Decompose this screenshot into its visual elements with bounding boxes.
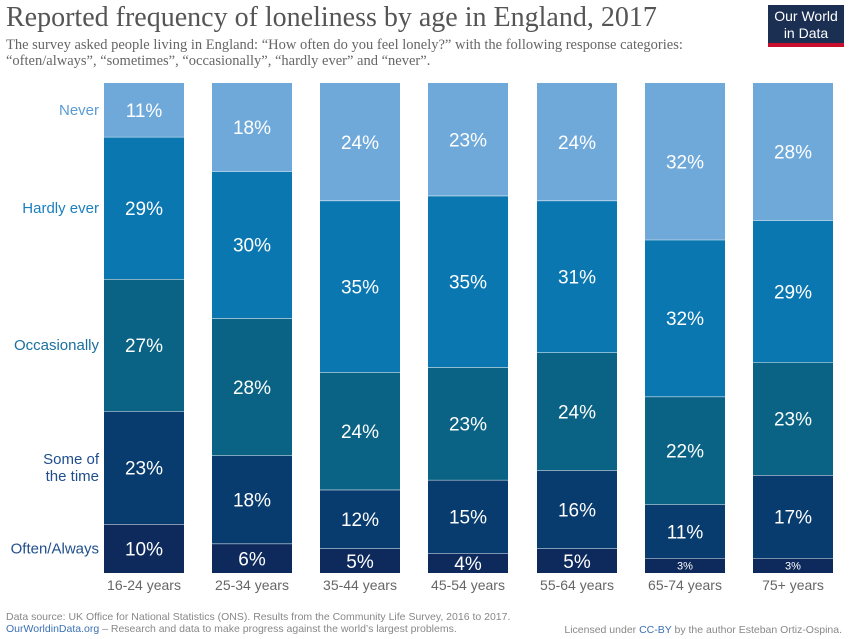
data-label: 3% — [785, 561, 801, 573]
data-label: 29% — [125, 199, 163, 220]
x-tick-label: 35-44 years — [323, 577, 397, 593]
bar-segment — [645, 83, 725, 240]
data-label: 35% — [449, 272, 487, 293]
bar-segment — [428, 195, 508, 368]
bar-segment — [428, 83, 508, 196]
data-label: 5% — [346, 552, 374, 573]
x-tick-label: 55-64 years — [540, 577, 614, 593]
bar-segment — [212, 543, 292, 573]
data-label: 17% — [774, 508, 812, 529]
legend-label: Often/Always — [11, 541, 99, 558]
x-tick-label: 16-24 years — [107, 577, 181, 593]
legend-label: Never — [59, 102, 99, 119]
data-label: 11% — [667, 522, 704, 543]
data-label: 23% — [125, 459, 163, 480]
data-label: 24% — [558, 402, 596, 423]
data-label: 27% — [125, 336, 163, 357]
site-link[interactable]: OurWorldinData.org — [6, 623, 100, 635]
chart-title: Reported frequency of loneliness by age … — [6, 2, 657, 33]
bar-segment — [645, 239, 725, 397]
bar-segment — [320, 83, 400, 201]
license-prefix: Licensed under — [564, 624, 640, 636]
data-label: 31% — [558, 268, 596, 289]
footer-license: Licensed under CC-BY by the author Esteb… — [564, 624, 842, 636]
data-label: 10% — [125, 540, 163, 561]
footer-source: Data source: UK Office for National Stat… — [6, 611, 511, 623]
owid-logo[interactable]: Our World in Data — [768, 5, 844, 47]
license-suffix: by the author Esteban Ortiz-Ospina. — [671, 624, 842, 636]
data-label: 4% — [454, 554, 482, 575]
bar-segment — [537, 83, 617, 201]
license-link[interactable]: CC-BY — [639, 624, 672, 636]
data-label: 6% — [238, 549, 266, 570]
data-label: 23% — [774, 410, 812, 431]
x-tick-label: 45-54 years — [431, 577, 505, 593]
data-label: 22% — [666, 442, 704, 463]
data-label: 24% — [341, 422, 379, 443]
bar-segment — [753, 475, 833, 559]
data-label: 24% — [341, 133, 379, 154]
data-label: 32% — [666, 309, 704, 330]
bar-segment — [428, 479, 508, 554]
data-label: 24% — [558, 133, 596, 154]
data-label: 35% — [341, 277, 379, 298]
bar-segment — [645, 396, 725, 505]
data-label: 5% — [563, 552, 591, 573]
logo-line-1: Our World — [774, 8, 838, 24]
data-label: 23% — [449, 415, 487, 436]
footer-site-line: OurWorldinData.org – Research and data t… — [6, 623, 457, 635]
bar-segment — [428, 553, 508, 573]
legend-label: Some of — [43, 451, 100, 468]
bar-segment — [537, 470, 617, 549]
bar-segment — [320, 372, 400, 490]
data-label: 29% — [774, 282, 812, 303]
bar-segment — [645, 504, 725, 559]
bar-segment — [212, 171, 292, 319]
bar-segment — [428, 367, 508, 480]
bar-segment — [537, 200, 617, 353]
logo-accent-bar — [768, 43, 844, 47]
x-tick-label: 25-34 years — [215, 577, 289, 593]
data-label: 18% — [233, 118, 271, 139]
bar-segment — [212, 83, 292, 172]
bar-segment — [104, 136, 184, 279]
data-label: 11% — [126, 101, 163, 122]
bar-segment — [212, 318, 292, 456]
bar-segment — [104, 279, 184, 412]
footer-tagline: – Research and data to make progress aga… — [99, 623, 457, 635]
bar-segment — [212, 455, 292, 544]
bar-segment — [753, 558, 833, 573]
bar-segment — [753, 83, 833, 221]
x-tick-label: 75+ years — [762, 577, 824, 593]
data-label: 3% — [677, 561, 693, 573]
logo-line-2: in Data — [783, 25, 829, 41]
bar-segment — [320, 548, 400, 573]
data-label: 28% — [233, 378, 271, 399]
bar-segment — [104, 524, 184, 573]
legend-label: Occasionally — [14, 337, 100, 354]
legend-label: the time — [46, 468, 99, 485]
bar-segment — [753, 362, 833, 475]
bar-segment — [320, 489, 400, 549]
data-label: 32% — [666, 152, 704, 173]
data-label: 18% — [233, 491, 271, 512]
bar-segment — [104, 83, 184, 137]
data-label: 12% — [341, 510, 379, 531]
chart-subtitle: The survey asked people living in Englan… — [6, 37, 683, 69]
data-label: 30% — [233, 236, 271, 257]
data-label: 16% — [558, 500, 596, 521]
x-tick-label: 65-74 years — [648, 577, 722, 593]
bar-segment — [537, 352, 617, 471]
bar-segment — [537, 548, 617, 573]
data-label: 23% — [449, 130, 487, 151]
bar-segment — [320, 200, 400, 373]
bar-segment — [104, 411, 184, 524]
legend-label: Hardly ever — [22, 200, 99, 217]
bar-segment — [753, 220, 833, 363]
data-label: 15% — [449, 508, 487, 529]
data-label: 28% — [774, 143, 812, 164]
bar-segment — [645, 558, 725, 573]
